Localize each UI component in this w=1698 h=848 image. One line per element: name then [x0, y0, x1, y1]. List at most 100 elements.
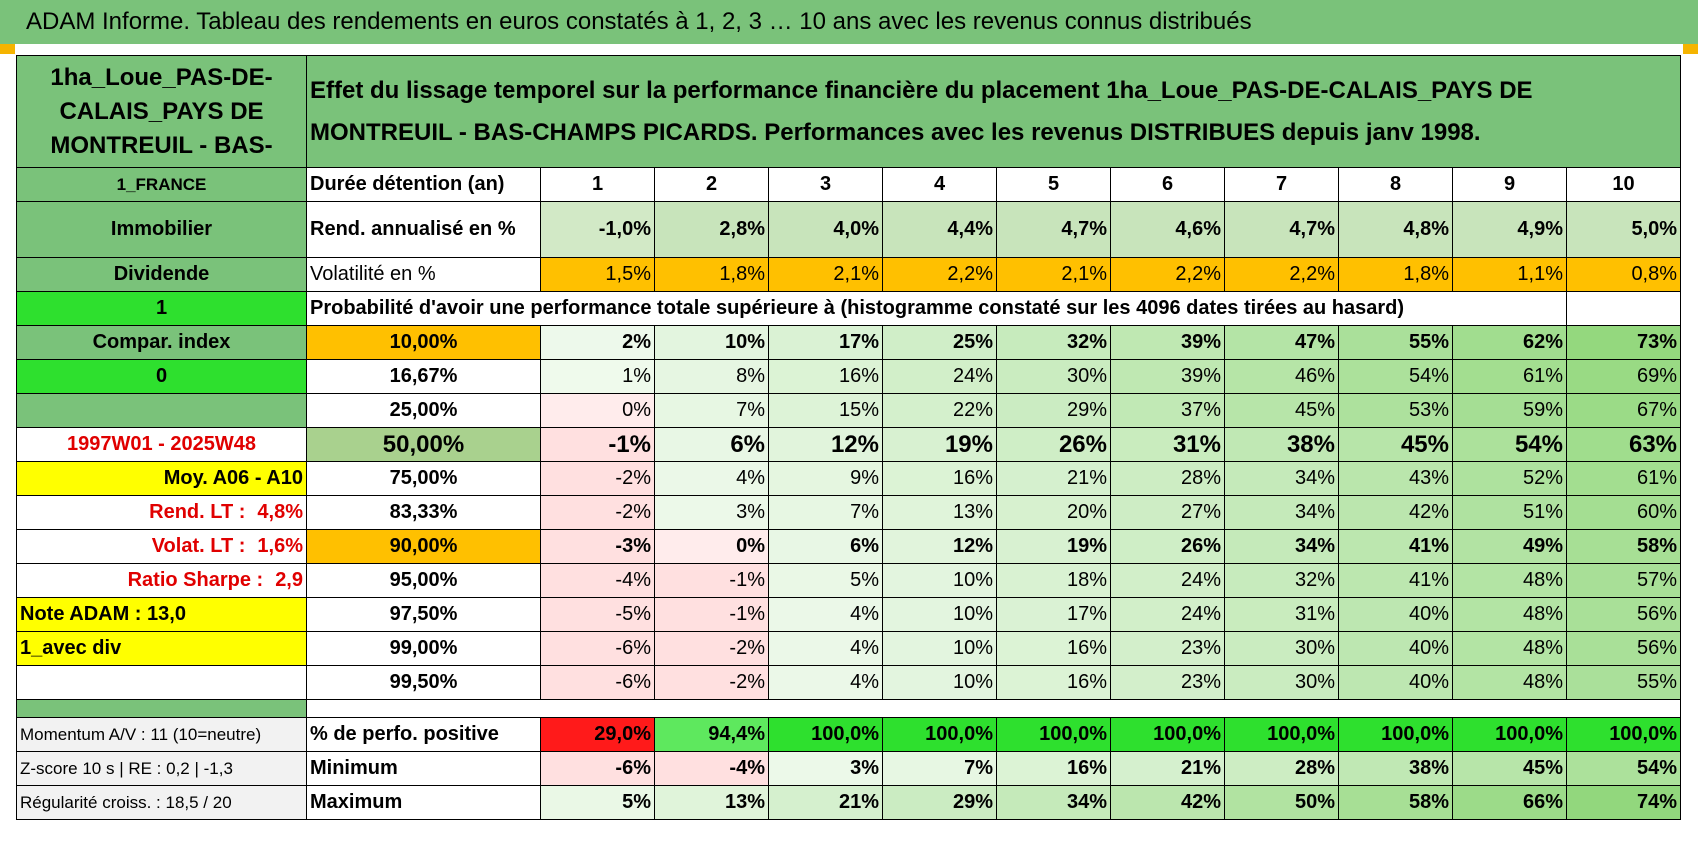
rend-cell: 4,0%	[768, 201, 883, 258]
volat-lt: Volat. LT : 1,6%	[16, 529, 307, 564]
quantile-cell: 48%	[1452, 665, 1567, 700]
rend-cell: -1,0%	[540, 201, 655, 258]
sharpe-ratio-value: 2,9	[275, 569, 303, 591]
empty-cell	[1452, 291, 1567, 326]
period-label: 1997W01 - 2025W48	[16, 427, 307, 462]
quantile-threshold: 97,50%	[306, 597, 541, 632]
quantile-cell: 4%	[768, 665, 883, 700]
quantile-cell: -1%	[654, 597, 769, 632]
quantile-row: Note ADAM : 13,0 97,50% -5% -1% 4% 10% 17% 24% 3…	[16, 597, 1682, 632]
positive-cell: 100,0%	[1110, 717, 1225, 752]
quantile-cell: 12%	[882, 529, 997, 564]
probability-title: Probabilité d'avoir une performance tota…	[306, 291, 1453, 326]
rend-cell: 4,8%	[1338, 201, 1453, 258]
quantile-cell: 4%	[768, 631, 883, 666]
quantile-cell: 38%	[1224, 427, 1339, 462]
avec-div-label: 1_avec div	[16, 631, 307, 666]
quantile-cell: 62%	[1452, 325, 1567, 360]
separator-bar	[16, 699, 307, 718]
vol-cell: 1,5%	[540, 257, 655, 292]
quantile-cell: 0%	[540, 393, 655, 428]
quantile-cell: 37%	[1110, 393, 1225, 428]
quantile-cell: 30%	[1224, 631, 1339, 666]
quantile-row: Volat. LT : 1,6% 90,00% -3% 0% 6% 12% 19% 26% 34%…	[16, 529, 1682, 564]
quantile-cell: 73%	[1565, 325, 1682, 360]
rend-cell: 4,7%	[1224, 201, 1339, 258]
quantile-cell: 56%	[1565, 631, 1682, 666]
description: Effet du lissage temporel sur la perform…	[305, 55, 1682, 168]
quantile-cell: 59%	[1452, 393, 1567, 428]
quantile-cell: 1%	[540, 359, 655, 394]
quantile-cell: 69%	[1565, 359, 1682, 394]
quantile-threshold: 16,67%	[306, 359, 541, 394]
minimum-cell: -6%	[540, 751, 655, 786]
minimum-cell: 54%	[1565, 751, 1682, 786]
quantile-cell: -3%	[540, 529, 655, 564]
quantile-cell: 46%	[1224, 359, 1339, 394]
quantile-threshold: 10,00%	[306, 325, 541, 360]
quantile-cell: 48%	[1452, 563, 1567, 598]
empty-green-cell	[16, 393, 307, 428]
quantile-cell: 41%	[1338, 529, 1453, 564]
quantile-cell: 17%	[768, 325, 883, 360]
quantile-cell: 4%	[654, 461, 769, 496]
quantile-threshold: 95,00%	[306, 563, 541, 598]
quantile-cell: 42%	[1338, 495, 1453, 530]
year-6: 6	[1110, 167, 1225, 202]
quantile-cell: 0%	[654, 529, 769, 564]
moy-label: Moy. A06 - A10	[16, 461, 307, 496]
quantile-cell: 26%	[996, 427, 1111, 462]
year-8: 8	[1338, 167, 1453, 202]
quantile-cell: 31%	[1110, 427, 1225, 462]
quantile-cell: 8%	[654, 359, 769, 394]
quantile-cell: 61%	[1452, 359, 1567, 394]
quantile-cell: 39%	[1110, 325, 1225, 360]
rend-cell: 4,4%	[882, 201, 997, 258]
quantile-row: 1997W01 - 2025W48 50,00% -1% 6% 12% 19% 26% 31%…	[16, 427, 1682, 462]
quantile-cell: 10%	[882, 563, 997, 598]
quantile-cell: 21%	[996, 461, 1111, 496]
quantile-cell: -5%	[540, 597, 655, 632]
quantile-row: Moy. A06 - A10 75,00% -2% 4% 9% 16% 21% 28% 34% 4…	[16, 461, 1682, 496]
positive-cell: 100,0%	[882, 717, 997, 752]
vol-cell: 1,1%	[1452, 257, 1567, 292]
maximum-cell: 21%	[768, 785, 883, 820]
quantile-cell: 54%	[1338, 359, 1453, 394]
quantile-cell: 22%	[882, 393, 997, 428]
quantile-cell: 55%	[1565, 665, 1682, 700]
minimum-cell: 38%	[1338, 751, 1453, 786]
quantile-cell: 5%	[768, 563, 883, 598]
regularite-label: Régularité croiss. : 18,5 / 20	[16, 785, 307, 820]
minimum-cell: 7%	[882, 751, 997, 786]
quantile-cell: 40%	[1338, 631, 1453, 666]
vol-cell: 0,8%	[1565, 257, 1682, 292]
flag-one[interactable]: 1	[16, 291, 307, 326]
year-1: 1	[540, 167, 655, 202]
rend-lt-value: 4,8%	[257, 501, 303, 523]
volat-lt-label: Volat. LT :	[151, 535, 246, 557]
quantile-row: 0 16,67% 1% 8% 16% 24% 30% 39% 46% 54% 61% 69%	[16, 359, 1682, 394]
positive-cell: 100,0%	[768, 717, 883, 752]
quantile-threshold: 50,00%	[306, 427, 541, 462]
quantile-cell: 48%	[1452, 597, 1567, 632]
quantile-threshold: 25,00%	[306, 393, 541, 428]
quantile-cell: 26%	[1110, 529, 1225, 564]
rend-cell: 4,6%	[1110, 201, 1225, 258]
rend-lt: Rend. LT : 4,8%	[16, 495, 307, 530]
quantile-cell: 40%	[1338, 597, 1453, 632]
vol-cell: 2,2%	[1110, 257, 1225, 292]
quantile-cell: 6%	[654, 427, 769, 462]
returns-table: 1ha_Loue_PAS-DE-CALAIS_PAYS DE MONTREUIL…	[16, 55, 1682, 820]
quantile-cell: -1%	[654, 563, 769, 598]
quantile-cell: 19%	[882, 427, 997, 462]
positive-cell: 29,0%	[540, 717, 655, 752]
quantile-cell: 56%	[1565, 597, 1682, 632]
maximum-cell: 58%	[1338, 785, 1453, 820]
vol-cell: 2,1%	[768, 257, 883, 292]
quantile-cell: 19%	[996, 529, 1111, 564]
quantile-cell: -6%	[540, 665, 655, 700]
category-label: Immobilier	[16, 201, 307, 258]
quantile-cell: 6%	[768, 529, 883, 564]
maximum-cell: 66%	[1452, 785, 1567, 820]
maximum-cell: 34%	[996, 785, 1111, 820]
